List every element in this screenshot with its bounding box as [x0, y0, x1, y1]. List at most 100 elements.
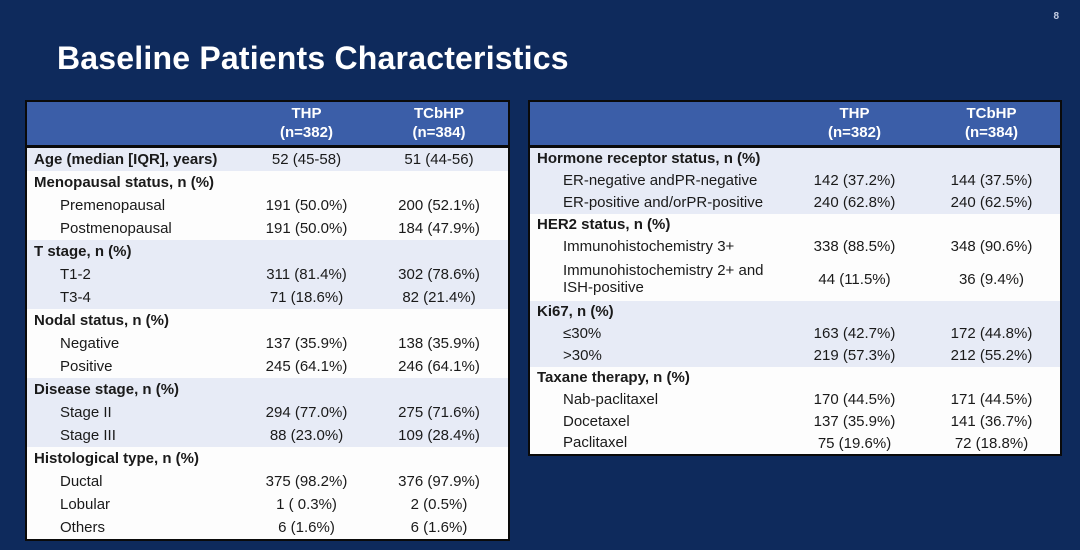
table-row: Paclitaxel 75 (19.6%) 72 (18.8%)	[530, 432, 1060, 455]
row-label: ≤30%	[563, 325, 602, 343]
row-value-thp: 170 (44.5%)	[813, 390, 896, 408]
column-header-n: (n=384)	[412, 123, 466, 141]
table-group-row: Histological type, n (%)	[27, 447, 508, 470]
table-row: Stage III 88 (23.0%) 109 (28.4%)	[27, 424, 508, 447]
table-row: Others 6 (1.6%) 6 (1.6%)	[27, 516, 508, 539]
row-label: T stage, n (%)	[34, 242, 132, 260]
row-label: >30%	[563, 347, 602, 365]
row-value-thp: 44 (11.5%)	[818, 270, 891, 288]
row-value-tcbhp: 246 (64.1%)	[398, 358, 480, 375]
row-label: Immunohistochemistry 2+ and ISH-positive	[563, 261, 764, 297]
row-label: Menopausal status, n (%)	[34, 173, 215, 191]
column-header-n: (n=384)	[965, 123, 1018, 141]
table-group-row: T stage, n (%)	[27, 240, 508, 263]
row-label: Taxane therapy, n (%)	[537, 368, 690, 386]
row-value-tcbhp: 302 (78.6%)	[398, 266, 480, 283]
table-body: Hormone receptor status, n (%) ER-negativ…	[530, 148, 1060, 455]
row-value-tcbhp: 36 (9.4%)	[958, 270, 1025, 288]
row-label: Others	[60, 518, 106, 536]
row-value-thp: 191 (50.0%)	[265, 220, 348, 237]
page-title: Baseline Patients Characteristics	[57, 40, 569, 76]
row-value-thp: 52 (45-58)	[271, 151, 342, 168]
row-label: T3-4	[60, 288, 91, 306]
row-value-thp: 75 (19.6%)	[817, 434, 892, 452]
table-row: Negative 137 (35.9%) 138 (35.9%)	[27, 332, 508, 355]
row-value-thp: 1 ( 0.3%)	[276, 496, 337, 513]
table-row: Premenopausal 191 (50.0%) 200 (52.1%)	[27, 194, 508, 217]
table-row: Immunohistochemistry 2+ and ISH-positive…	[530, 257, 1060, 302]
row-value-tcbhp: 240 (62.5%)	[950, 194, 1033, 212]
table-group-row: Menopausal status, n (%)	[27, 171, 508, 194]
table-row: ER-positive and/orPR-positive 240 (62.8%)…	[530, 191, 1060, 214]
row-value-thp: 88 (23.0%)	[269, 427, 344, 444]
column-header-name: TCbHP	[966, 104, 1017, 122]
header-spacer	[530, 102, 786, 145]
row-value-tcbhp: 109 (28.4%)	[398, 427, 480, 444]
table-row: >30% 219 (57.3%) 212 (55.2%)	[530, 344, 1060, 367]
row-value-thp: 219 (57.3%)	[813, 347, 896, 365]
row-value-tcbhp: 200 (52.1%)	[398, 197, 480, 214]
row-value-tcbhp: 348 (90.6%)	[950, 237, 1033, 255]
row-label: Nodal status, n (%)	[34, 311, 170, 329]
row-label: Ductal	[60, 472, 103, 490]
row-value-tcbhp: 82 (21.4%)	[402, 289, 476, 306]
row-value-thp: 137 (35.9%)	[265, 335, 348, 352]
row-label: Docetaxel	[563, 412, 630, 430]
table-group-row: Hormone receptor status, n (%)	[530, 148, 1060, 170]
header-spacer	[27, 102, 243, 145]
row-label: Premenopausal	[60, 196, 166, 214]
row-value-tcbhp: 6 (1.6%)	[410, 519, 468, 536]
row-value-tcbhp: 141 (36.7%)	[950, 412, 1033, 430]
table-row: Lobular 1 ( 0.3%) 2 (0.5%)	[27, 493, 508, 516]
table-body: Age (median [IQR], years) 52 (45-58) 51 (4…	[27, 148, 508, 539]
row-value-tcbhp: 2 (0.5%)	[410, 496, 468, 513]
row-label: Ki67, n (%)	[537, 303, 614, 321]
table-row: Ductal 375 (98.2%) 376 (97.9%)	[27, 470, 508, 493]
row-value-thp: 142 (37.2%)	[813, 172, 896, 190]
row-value-thp: 240 (62.8%)	[813, 194, 896, 212]
row-value-thp: 311 (81.4%)	[266, 266, 347, 283]
row-label: Nab-paclitaxel	[563, 390, 659, 408]
row-value-tcbhp: 212 (55.2%)	[950, 347, 1033, 365]
column-header-name: THP	[291, 104, 322, 122]
row-value-tcbhp: 51 (44-56)	[404, 151, 474, 168]
table-row: Nab-paclitaxel 170 (44.5%) 171 (44.5%)	[530, 388, 1060, 411]
baseline-characteristics-table-left: THP (n=382) TCbHP (n=384) Age (median [I…	[25, 100, 510, 541]
row-label: ER-negative andPR-negative	[563, 172, 758, 190]
row-value-tcbhp: 275 (71.6%)	[398, 404, 480, 421]
row-value-thp: 338 (88.5%)	[813, 237, 896, 255]
row-value-thp: 6 (1.6%)	[278, 519, 335, 536]
baseline-characteristics-table-right: THP (n=382) TCbHP (n=384) Hormone recept…	[528, 100, 1062, 456]
row-label: Disease stage, n (%)	[34, 380, 180, 398]
row-label: Age (median [IQR], years)	[34, 150, 218, 168]
row-label: Stage II	[60, 403, 112, 421]
row-label: Negative	[60, 334, 120, 352]
table-group-row: Nodal status, n (%)	[27, 309, 508, 332]
row-value-tcbhp: 172 (44.8%)	[950, 325, 1033, 343]
table-row: ER-negative andPR-negative 142 (37.2%) 144…	[530, 169, 1060, 192]
row-label: Lobular	[60, 495, 111, 513]
column-header-thp: THP (n=382)	[786, 102, 923, 145]
column-header-tcbhp: TCbHP (n=384)	[923, 102, 1060, 145]
table-row: Positive 245 (64.1%) 246 (64.1%)	[27, 355, 508, 378]
row-value-tcbhp: 376 (97.9%)	[398, 473, 480, 490]
column-header-n: (n=382)	[280, 123, 333, 141]
row-label: ER-positive and/orPR-positive	[563, 194, 764, 212]
row-value-thp: 375 (98.2%)	[265, 473, 348, 490]
row-label: Histological type, n (%)	[34, 449, 200, 467]
column-header-thp: THP (n=382)	[243, 102, 370, 145]
table-row: Immunohistochemistry 3+ 338 (88.5%) 348 (9…	[530, 235, 1060, 258]
row-value-tcbhp: 144 (37.5%)	[950, 172, 1033, 190]
table-row: T1-2 311 (81.4%) 302 (78.6%)	[27, 263, 508, 286]
column-header-name: THP	[839, 104, 870, 122]
table-row: T3-4 71 (18.6%) 82 (21.4%)	[27, 286, 508, 309]
table-group-row: Taxane therapy, n (%)	[530, 366, 1060, 389]
row-label: Positive	[60, 357, 113, 375]
row-value-thp: 163 (42.7%)	[813, 325, 896, 343]
table-header: THP (n=382) TCbHP (n=384)	[530, 102, 1060, 148]
row-value-tcbhp: 138 (35.9%)	[398, 335, 480, 352]
row-value-thp: 71 (18.6%)	[269, 289, 344, 306]
row-label: Postmenopausal	[60, 219, 172, 237]
row-value-tcbhp: 184 (47.9%)	[398, 220, 480, 237]
table-header: THP (n=382) TCbHP (n=384)	[27, 102, 508, 148]
